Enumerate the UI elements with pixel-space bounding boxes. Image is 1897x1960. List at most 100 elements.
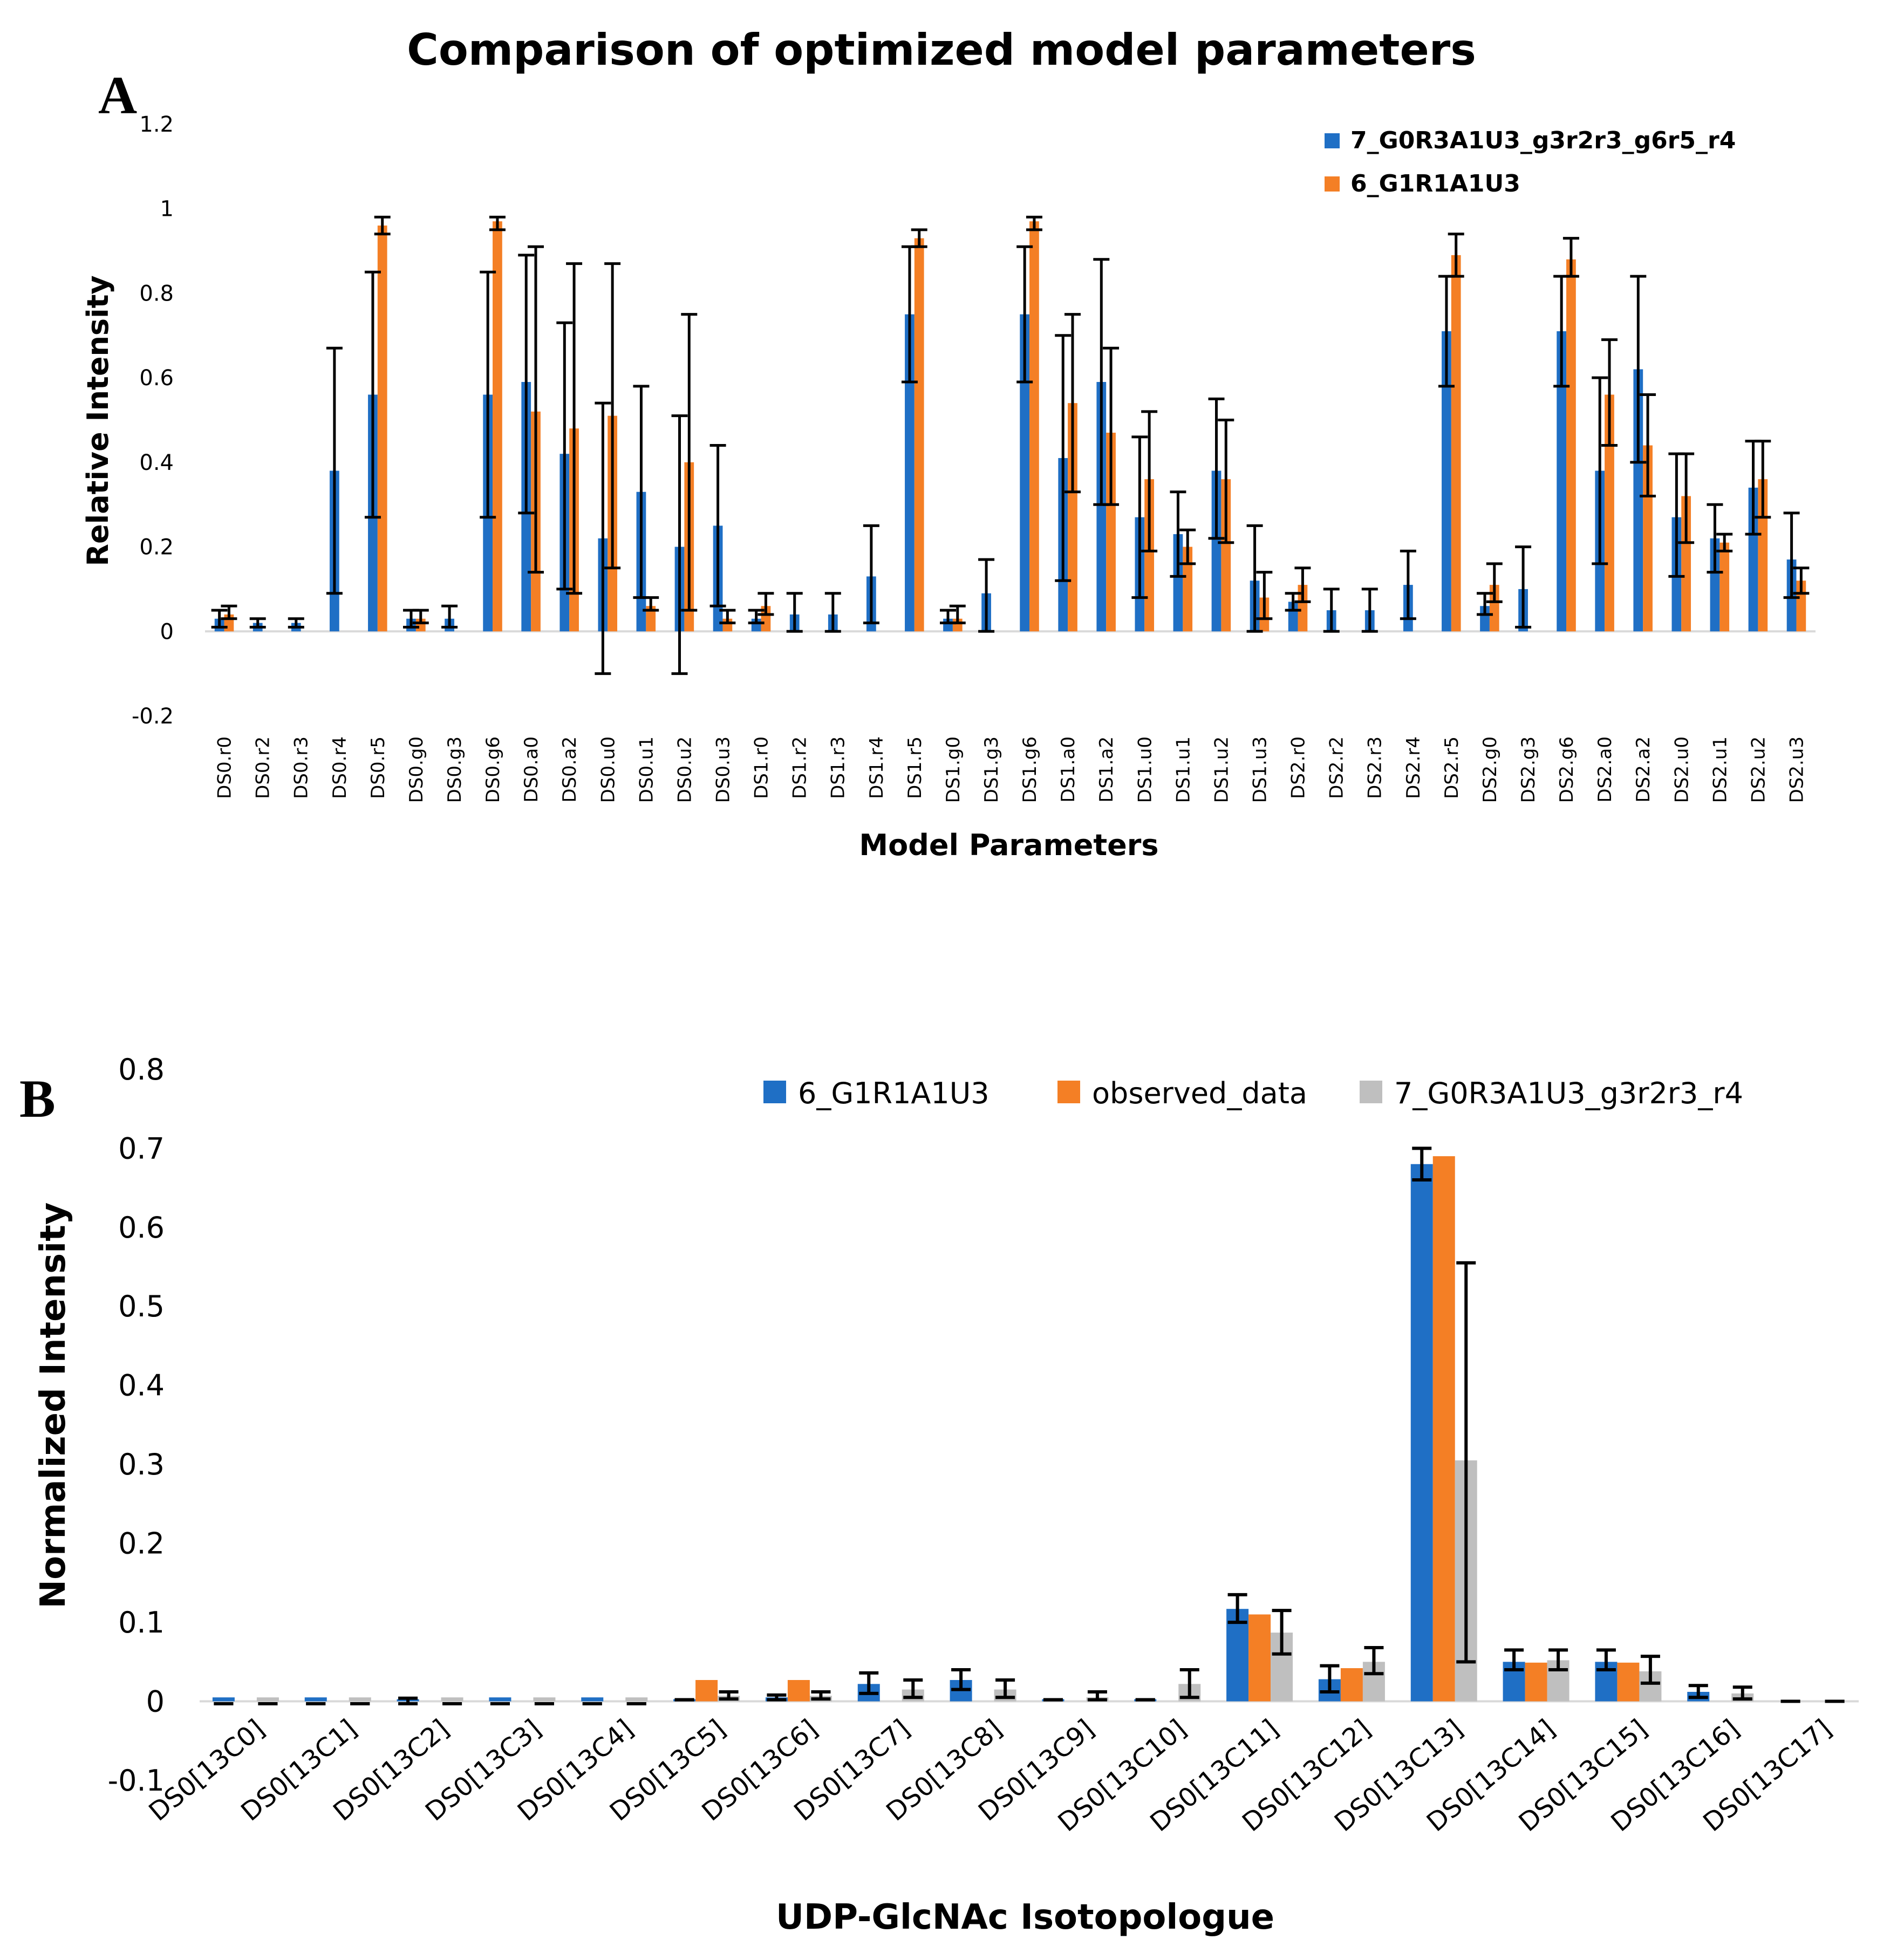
x-tick-label: DS1.u1 [1172,736,1194,803]
x-tick-label: DS2.a0 [1594,736,1616,803]
y-tick-label: 0.7 [118,1131,165,1165]
x-tick-label: DS2.r3 [1364,736,1386,799]
x-tick-label: DS0.r0 [214,736,236,799]
bar [1020,314,1030,632]
x-tick-label: DS2.u2 [1748,736,1769,803]
bar [533,1697,556,1702]
y-tick-label: 0.2 [139,535,174,560]
x-tick-label: DS0.g0 [406,736,427,803]
x-axis-title: Model Parameters [859,828,1158,862]
y-tick-label: 0.2 [118,1527,165,1561]
x-tick-label: DS2.r2 [1326,736,1348,799]
x-tick-label: DS2.r4 [1403,736,1424,799]
x-tick-label: DS2.g0 [1479,736,1501,803]
bar [1106,433,1116,632]
x-tick-label: DS1.u0 [1134,736,1156,803]
x-tick-label: DS2.g3 [1518,736,1539,803]
bar [441,1697,463,1702]
x-tick-label: DS0.a2 [559,736,581,803]
bar [493,221,502,632]
bar [787,1680,810,1702]
legend-swatch [1057,1081,1080,1103]
x-tick-label: DS0.g3 [444,736,466,803]
x-tick-label: DS0.g6 [482,736,504,803]
bar [1173,534,1183,632]
bar [581,1697,604,1702]
x-tick-label: DS1.u2 [1211,736,1232,803]
panel-b-chart: -0.100.10.20.30.40.50.60.70.8DS0[13C0]DS… [33,1053,1859,1937]
figure-title: Comparison of optimized model parameters [407,25,1476,75]
bar [1221,479,1231,632]
y-tick-label: 0.5 [118,1289,165,1323]
x-tick-label: DS1.g0 [943,736,964,803]
bar [1068,403,1077,632]
x-tick-label: DS0.r3 [291,736,312,799]
y-tick-label: 0.6 [118,1211,165,1245]
y-tick-label: 0.3 [118,1447,165,1481]
bar [1480,606,1490,632]
y-tick-label: 0.4 [118,1369,165,1403]
x-tick-label: DS0.u0 [597,736,619,803]
x-tick-label: DS1.r3 [828,736,849,799]
y-tick-label: 0.1 [118,1606,165,1640]
bar [1557,331,1567,632]
bar [1144,479,1155,632]
bar [212,1697,235,1702]
legend-label: 7_G0R3A1U3_g3r2r3_g6r5_r4 [1350,127,1736,154]
x-tick-label: DS1.r4 [866,736,888,799]
x-tick-label: DS1.u3 [1249,736,1271,803]
bar [377,226,387,632]
bar [1183,547,1193,632]
legend-swatch [763,1081,786,1103]
x-tick-label: DS1.g3 [981,736,1002,803]
bar [914,238,924,632]
y-tick-label: -0.2 [132,704,174,729]
bar [1617,1662,1640,1702]
bar [1432,1156,1455,1702]
x-tick-label: DS0.u2 [674,736,695,803]
bar [1710,538,1720,632]
bar [1566,259,1576,632]
bar [1605,394,1614,632]
legend-swatch [1325,176,1340,192]
y-tick-label: 0 [160,619,174,644]
bar [1525,1662,1547,1702]
x-tick-label: DS2.u1 [1709,736,1731,803]
x-tick-label: DS2.r5 [1441,736,1463,799]
bar [1298,585,1308,632]
y-tick-label: 0 [146,1684,165,1718]
bar [1451,255,1461,632]
bar [1248,1614,1271,1702]
legend-label: observed_data [1092,1076,1307,1110]
legend-label: 7_G0R3A1U3_g3r2r3_r4 [1394,1076,1743,1110]
x-tick-label: DS0.u1 [636,736,657,803]
x-tick-label: DS2.a2 [1633,736,1654,803]
bar [349,1697,371,1702]
x-tick-label: DS1.g6 [1019,736,1041,803]
bar [1211,470,1222,632]
x-tick-label: DS1.r2 [789,736,811,799]
y-tick-label: 0.8 [118,1053,165,1087]
panel-letter-b: B [19,1069,56,1129]
bar [256,1697,279,1702]
x-tick-label: DS0.u3 [712,736,734,803]
x-tick-label: DS1.r0 [751,736,773,799]
panel-letter-a: A [98,65,137,125]
bar [1029,221,1039,632]
bar [304,1697,327,1702]
x-tick-label: DS2.r0 [1288,736,1309,799]
x-tick-label: DS1.a2 [1096,736,1117,803]
bar [1340,1668,1363,1702]
bar [1410,1164,1433,1702]
legend-label: 6_G1R1A1U3 [798,1076,990,1110]
bar [646,606,656,632]
legend-label: 6_G1R1A1U3 [1350,170,1520,197]
y-axis-title: Relative Intensity [81,275,115,566]
bar [1748,487,1758,632]
bar [1719,542,1730,632]
y-tick-label: 0.6 [139,366,174,391]
x-tick-label: DS0.r2 [253,736,274,799]
x-tick-label: DS2.u0 [1671,736,1693,803]
legend-swatch [1325,133,1340,148]
